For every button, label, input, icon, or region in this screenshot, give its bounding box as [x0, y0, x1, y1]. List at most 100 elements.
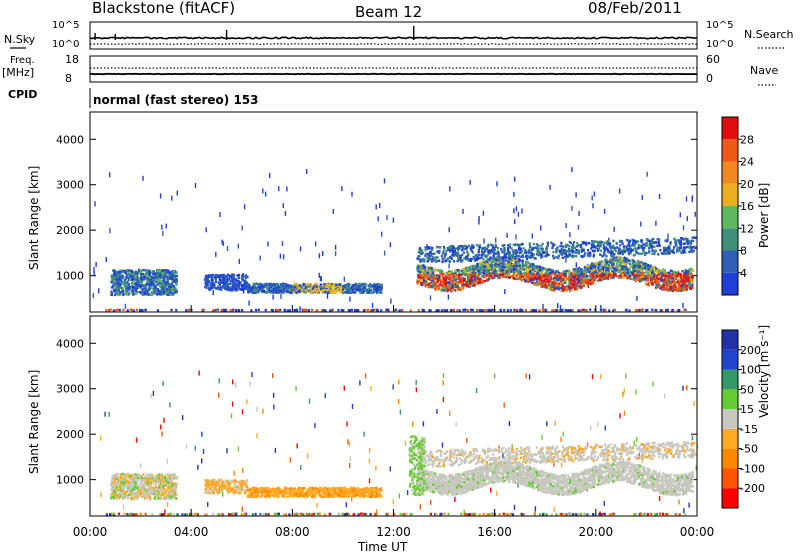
scatter-cell	[681, 270, 684, 273]
scatter-cell	[620, 261, 623, 265]
scatter-cell	[208, 286, 211, 289]
scatter-cell	[662, 272, 665, 275]
scatter-cell	[171, 270, 174, 273]
nsky-scale-top: 10^5	[52, 20, 79, 31]
scatter-cell	[156, 279, 160, 283]
scatter-cell	[570, 278, 573, 282]
scatter-cell	[538, 282, 541, 285]
scatter-cell	[550, 288, 553, 291]
nave-label: Nave	[750, 64, 778, 77]
scatter-cell	[130, 289, 133, 292]
scatter-cell	[672, 251, 676, 254]
scatter-cell	[538, 276, 541, 279]
scatter-cell	[553, 282, 556, 285]
scatter-cell	[474, 267, 477, 271]
scatter-cell	[672, 287, 675, 290]
scatter-cell	[669, 249, 672, 253]
scatter-cell	[573, 268, 577, 271]
scatter-cell	[166, 281, 169, 284]
scatter-cell	[466, 250, 469, 253]
scatter-cell	[131, 286, 134, 289]
scatter-cell	[348, 282, 351, 286]
scatter-cell	[515, 234, 517, 240]
scatter-cell	[314, 241, 317, 247]
scatter-cell	[138, 271, 141, 275]
scatter-cell	[575, 273, 578, 276]
scatter-cell	[563, 274, 566, 278]
scatter-cell	[126, 281, 129, 284]
scatter-cell	[172, 279, 175, 283]
scatter-cell	[611, 262, 614, 265]
scatter-cell	[609, 272, 612, 275]
scatter-cell	[275, 291, 278, 294]
scatter-cell	[495, 270, 498, 273]
scatter-cell	[314, 285, 317, 288]
scatter-cell	[299, 284, 302, 287]
scatter-cell	[635, 265, 638, 269]
scatter-cell	[567, 277, 570, 280]
scatter-cell	[171, 195, 173, 201]
scatter-cell	[477, 270, 480, 273]
scatter-cell	[597, 268, 600, 271]
scatter-cell	[480, 248, 483, 251]
scatter-cell	[156, 278, 159, 281]
scatter-cell	[211, 277, 214, 280]
scatter-cell	[604, 264, 608, 267]
scatter-cell	[613, 272, 616, 275]
scatter-cell	[677, 283, 680, 286]
scatter-cell	[641, 194, 643, 200]
ytick-label: 4000	[56, 133, 84, 146]
scatter-cell	[315, 283, 318, 286]
scatter-cell	[668, 282, 671, 286]
scatter-cell	[657, 277, 661, 280]
scatter-cell	[592, 203, 594, 209]
scatter-cell	[461, 280, 464, 283]
scatter-cell	[343, 276, 345, 282]
scatter-cell	[418, 273, 421, 276]
scatter-cell	[619, 256, 622, 260]
scatter-cell	[140, 273, 143, 276]
scatter-cell	[684, 270, 688, 273]
scatter-cell	[110, 275, 113, 278]
scatter-cell	[154, 285, 157, 288]
scatter-cell	[286, 284, 289, 288]
scatter-cell	[544, 276, 547, 279]
scatter-cell	[592, 255, 595, 258]
scatter-cell	[626, 270, 630, 273]
scatter-cell	[142, 175, 144, 181]
scatter-cell	[233, 284, 237, 288]
scatter-cell	[514, 261, 517, 264]
scatter-cell	[459, 273, 462, 276]
scatter-cell	[210, 287, 213, 290]
scatter-cell	[664, 248, 668, 251]
scatter-cell	[651, 268, 654, 271]
scatter-cell	[169, 285, 173, 288]
scatter-cell	[243, 287, 246, 291]
scatter-cell	[600, 260, 603, 264]
scatter-cell	[501, 244, 504, 247]
scatter-cell	[523, 275, 526, 278]
scatter-cell	[691, 285, 694, 288]
scatter-cell	[546, 284, 549, 288]
scatter-cell	[458, 273, 461, 276]
scatter-cell	[684, 247, 687, 250]
scatter-cell	[117, 281, 120, 284]
scatter-cell	[668, 275, 671, 278]
scatter-cell	[174, 287, 177, 290]
scatter-cell	[127, 291, 130, 294]
scatter-cell	[530, 278, 533, 281]
scatter-cell	[622, 256, 625, 260]
scatter-cell	[654, 273, 657, 276]
scatter-cell	[683, 274, 686, 278]
scatter-cell	[619, 249, 622, 252]
scatter-cell	[308, 289, 312, 293]
scatter-cell	[166, 288, 169, 292]
scatter-cell	[461, 253, 464, 257]
scatter-cell	[562, 245, 565, 248]
scatter-cell	[621, 273, 624, 276]
scatter-cell	[681, 274, 684, 277]
scatter-cell	[684, 268, 687, 272]
scatter-cell	[529, 245, 532, 249]
scatter-cell	[371, 291, 374, 294]
scatter-cell	[678, 272, 681, 276]
